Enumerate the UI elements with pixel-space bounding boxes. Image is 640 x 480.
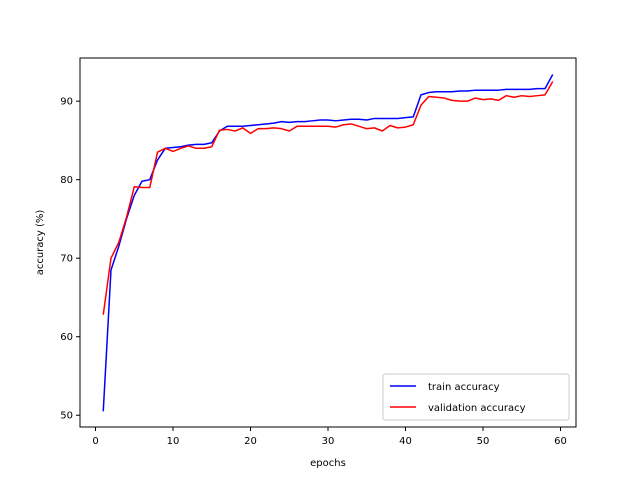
y-tick-label: 70	[60, 254, 73, 265]
y-tick-label: 50	[60, 411, 73, 422]
x-tick-label: 10	[167, 436, 180, 447]
legend-label-train: train accuracy	[428, 382, 500, 393]
axes-frame	[79, 57, 577, 428]
y-tick-label: 80	[60, 175, 73, 186]
x-tick-label: 50	[477, 436, 490, 447]
x-tick-label: 60	[554, 436, 567, 447]
y-axis-title: accuracy (%)	[35, 210, 46, 276]
legend-box	[382, 373, 570, 421]
y-tick-label: 60	[60, 332, 73, 343]
x-tick-label: 20	[244, 436, 257, 447]
y-tick-label: 90	[60, 97, 73, 108]
legend: train accuracy validation accuracy	[382, 373, 570, 421]
series-line-validation-accuracy	[102, 81, 554, 315]
x-axis-title: epochs	[310, 458, 346, 469]
series-line-train-accuracy	[102, 74, 554, 412]
plot-area	[102, 74, 554, 412]
x-tick-label: 40	[399, 436, 412, 447]
x-tick-label: 30	[322, 436, 335, 447]
legend-label-validation: validation accuracy	[428, 403, 526, 414]
x-tick-label: 0	[92, 436, 98, 447]
y-axis: 50 60 70 80 90	[60, 97, 80, 422]
x-axis: 0 10 20 30 40 50 60	[92, 427, 567, 447]
